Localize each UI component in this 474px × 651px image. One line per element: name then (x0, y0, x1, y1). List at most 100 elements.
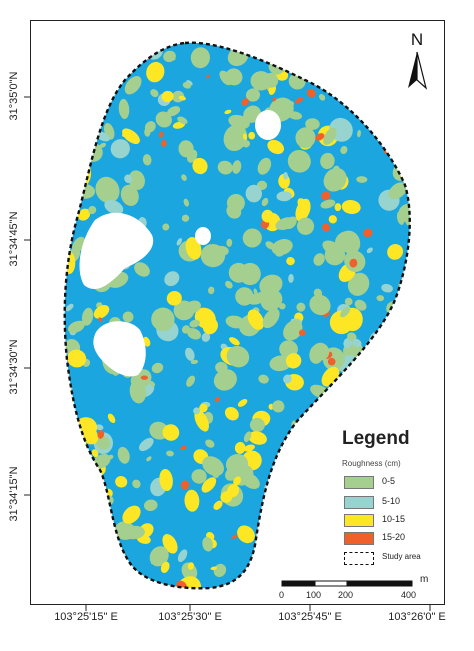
roughness-patch (183, 198, 189, 207)
roughness-patch (378, 341, 390, 353)
roughness-patch (305, 118, 320, 131)
roughness-patch (265, 570, 278, 581)
roughness-patch (257, 290, 274, 304)
roughness-patch (202, 456, 225, 476)
roughness-patch (128, 170, 145, 190)
roughness-patch (64, 154, 74, 163)
roughness-patch (406, 379, 410, 392)
roughness-patch (150, 89, 159, 98)
roughness-patch (219, 70, 232, 86)
roughness-patch (385, 378, 397, 389)
legend-label: 5-10 (382, 496, 401, 506)
roughness-patch (67, 349, 87, 368)
roughness-patch (64, 116, 79, 136)
roughness-patch (181, 174, 187, 181)
roughness-patch (108, 47, 115, 55)
latitude-label: 31°34'15"N (8, 466, 20, 522)
roughness-patch (213, 369, 237, 391)
roughness-patch (91, 449, 99, 458)
roughness-patch (64, 558, 66, 567)
roughness-patch (106, 42, 129, 58)
roughness-patch (311, 342, 330, 361)
roughness-patch (112, 66, 117, 69)
roughness-patch (110, 139, 130, 159)
scale-bar (281, 580, 413, 587)
roughness-patch (412, 323, 421, 332)
roughness-patch (151, 42, 161, 51)
legend: Legend Roughness (cm) 0-5 5-10 10-15 15-… (330, 428, 442, 598)
roughness-patch (407, 134, 410, 143)
roughness-patch (253, 288, 258, 295)
roughness-patch (227, 484, 240, 498)
void-area (93, 321, 146, 377)
roughness-patch (296, 536, 322, 559)
roughness-patch (95, 424, 104, 431)
legend-swatch (344, 476, 374, 489)
roughness-patch (410, 336, 420, 347)
roughness-patch (409, 208, 430, 231)
legend-label: 0-5 (382, 476, 396, 486)
roughness-patch (310, 464, 320, 473)
roughness-patch (73, 42, 83, 46)
roughness-patch (286, 256, 295, 266)
roughness-patch (83, 53, 98, 72)
roughness-patch (223, 124, 248, 152)
roughness-patch (168, 55, 176, 61)
roughness-patch (270, 515, 289, 534)
roughness-patch (88, 205, 97, 215)
roughness-patch (279, 303, 286, 310)
legend-swatch (344, 532, 374, 545)
roughness-patch (352, 338, 362, 348)
roughness-patch (79, 53, 86, 60)
roughness-patch (64, 522, 71, 538)
roughness-patch (180, 480, 190, 490)
roughness-patch (323, 167, 347, 192)
roughness-patch (241, 472, 260, 490)
roughness-patch (202, 318, 218, 335)
roughness-patch (286, 48, 299, 63)
roughness-patch (159, 468, 173, 492)
roughness-patch (296, 217, 315, 235)
roughness-patch (357, 129, 361, 138)
roughness-patch (271, 50, 282, 61)
roughness-patch (267, 139, 285, 155)
roughness-patch (347, 272, 370, 296)
roughness-patch (185, 347, 195, 361)
roughness-patch (124, 174, 133, 184)
roughness-patch (245, 184, 263, 203)
roughness-patch (388, 182, 408, 200)
roughness-patch (194, 409, 209, 432)
roughness-patch (245, 88, 261, 102)
roughness-patch (166, 106, 181, 117)
roughness-patch (297, 570, 306, 577)
roughness-patch (364, 93, 374, 102)
legend-label: Study area (382, 552, 421, 561)
legend-label: 10-15 (382, 514, 406, 524)
roughness-patch (225, 315, 245, 329)
roughness-patch (328, 215, 337, 224)
roughness-patch (64, 444, 76, 465)
roughness-patch (140, 375, 148, 380)
roughness-patch (257, 157, 272, 175)
roughness-patch (74, 132, 84, 141)
roughness-patch (64, 120, 70, 141)
roughness-patch (225, 453, 249, 475)
roughness-patch (339, 61, 359, 82)
roughness-patch (292, 42, 307, 49)
roughness-patch (237, 525, 255, 544)
roughness-patch (248, 431, 267, 445)
roughness-patch (151, 307, 175, 331)
roughness-patch (210, 566, 218, 571)
roughness-patch (166, 450, 174, 457)
roughness-patch (351, 59, 367, 68)
roughness-patch (149, 381, 156, 387)
roughness-patch (283, 172, 288, 180)
roughness-patch (356, 176, 368, 183)
scale-segment (281, 580, 316, 587)
latitude-label: 31°35'0"N (8, 71, 20, 121)
roughness-patch (334, 230, 358, 252)
roughness-patch (320, 152, 335, 170)
roughness-patch (162, 424, 180, 441)
roughness-patch (64, 449, 74, 459)
